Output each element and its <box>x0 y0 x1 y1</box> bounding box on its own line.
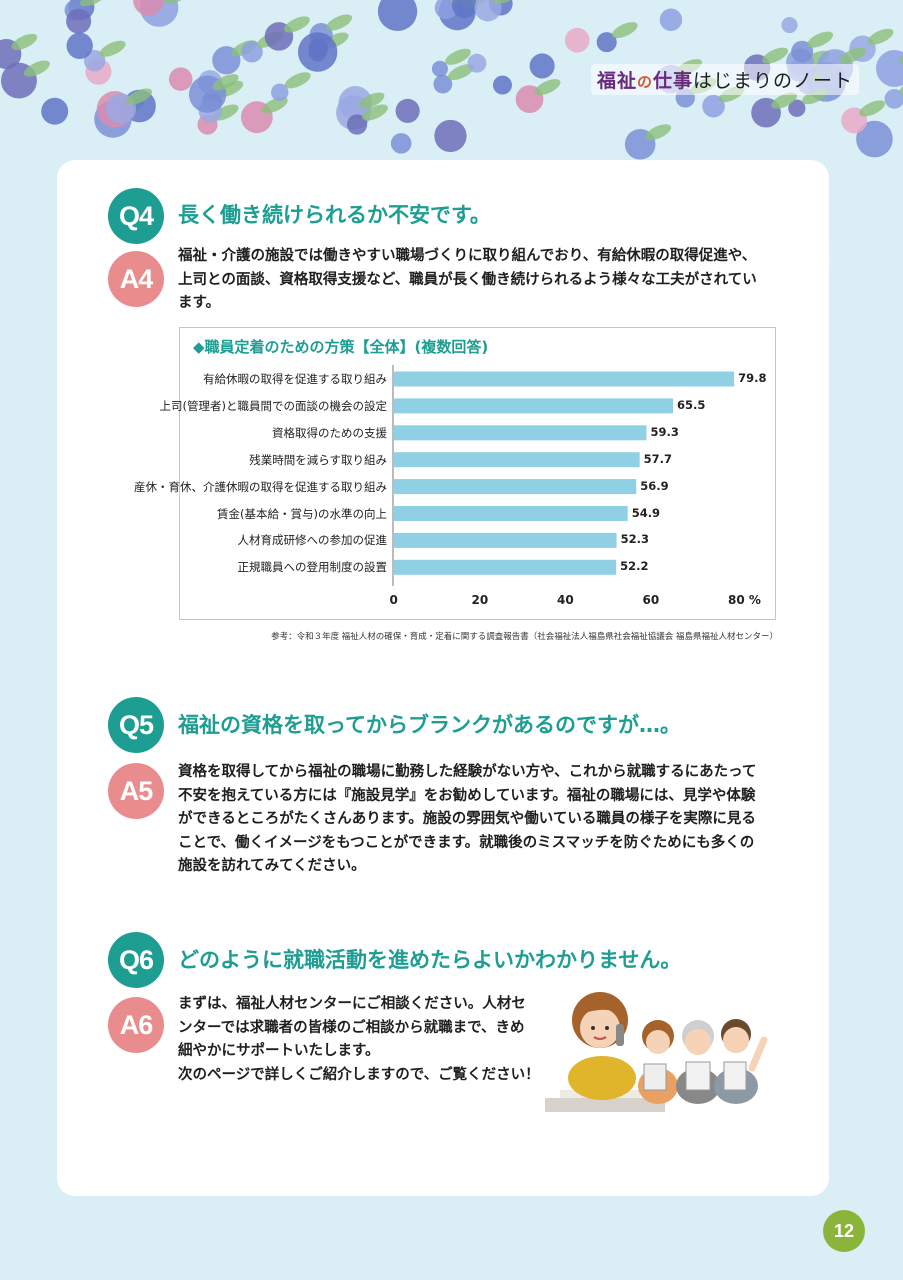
chart-value-label: 56.9 <box>640 478 669 493</box>
source-note: 参考：令和３年度 福祉人材の確保・育成・定着に関する調査報告書（社会福祉法人福島… <box>271 632 778 642</box>
a4-line: 福祉・介護の施設では働きやすい職場づくりに取り組んでおり、有給休暇の取得促進や、 <box>178 248 757 264</box>
chart-bar <box>393 506 628 521</box>
chart-category-label: 賃金(基本給・賞与)の水準の向上 <box>217 506 387 521</box>
a5-answer: 資格を取得してから福祉の職場に勤務した経験がない方や、これから就職するにあたって… <box>178 761 788 879</box>
a4-badge: A4 <box>108 251 164 307</box>
chart-value-label: 65.5 <box>677 397 706 412</box>
a5-line: 施設を訪れてみてください。 <box>178 858 366 874</box>
a6-badge: A6 <box>108 997 164 1053</box>
chart-category-label: 正規職員への登用制度の設置 <box>237 560 388 575</box>
chart-title: ◆職員定着のための方策【全体】(複数回答) <box>193 338 489 356</box>
chart-category-label: 残業時間を減らす取り組み <box>249 452 387 467</box>
series-title-part1: 福祉 <box>596 70 637 92</box>
a4-answer: 福祉・介護の施設では働きやすい職場づくりに取り組んでおり、有給休暇の取得促進や、… <box>178 245 788 316</box>
chart-category-label: 有給休暇の取得を促進する取り組み <box>203 372 387 386</box>
a5-line: ができるところがたくさんあります。施設の雰囲気や働いている職員の様子を実際に見る <box>178 811 756 827</box>
chart-category-label: 人材育成研修への参加の促進 <box>237 533 388 548</box>
series-title-part2: の <box>636 73 653 91</box>
chart-tick-label: 40 <box>557 593 574 607</box>
q5-badge: Q5 <box>108 697 164 753</box>
a4-line: ます。 <box>178 295 221 311</box>
q4-badge: Q4 <box>108 188 164 244</box>
a5-line: 資格を取得してから福祉の職場に勤務した経験がない方や、これから就職するにあたって <box>178 764 757 780</box>
chart-value-label: 54.9 <box>631 505 661 520</box>
chart-category-label: 資格取得のための支援 <box>272 425 387 440</box>
q5-question: 福祉の資格を取ってからブランクがあるのですが…。 <box>178 713 681 737</box>
chart-value-label: 52.3 <box>620 532 649 547</box>
chart-bar <box>393 479 637 495</box>
chart-tick-label: 0 <box>389 593 398 607</box>
series-title-part3: 仕事 <box>652 70 693 92</box>
chart-bar <box>393 532 617 548</box>
a4-line: 上司との面談、資格取得支援など、職員が長く働き続けられるよう様々な工夫がされてい <box>178 271 757 288</box>
page-number: 12 <box>823 1210 865 1252</box>
chart-category-label: 産休・育休、介護休暇の取得を促進する取り組み <box>134 479 387 494</box>
chart-value-label: 59.3 <box>650 424 679 439</box>
a6-line: ンターでは求職者の皆様のご相談から就職まで、きめ <box>178 1019 525 1036</box>
series-title-part4: はじまりのノート <box>692 70 853 92</box>
chart-value-label: 79.8 <box>738 371 767 385</box>
q6-badge: Q6 <box>108 932 164 988</box>
chart-bar <box>393 559 617 575</box>
chart-bar <box>393 371 735 387</box>
header-decoration: 福祉の仕事はじまりのノート <box>0 0 903 160</box>
series-title: 福祉の仕事はじまりのノート <box>590 64 859 95</box>
staff-illustration <box>545 992 768 1112</box>
a5-badge: A5 <box>108 763 164 819</box>
chart-tick-label: 60 <box>642 593 660 607</box>
bar-chart <box>392 365 735 586</box>
a6-answer: まずは、福祉人材センターにご相談ください。人材セ ンターでは求職者の皆様のご相談… <box>178 993 558 1087</box>
chart-bar <box>393 425 647 441</box>
chart-tick-label: 80 % <box>728 593 761 607</box>
a6-line: 次のページで詳しくご紹介しますので、ご覧ください！ <box>178 1066 540 1083</box>
a6-line: まずは、福祉人材センターにご相談ください。人材セ <box>178 996 526 1012</box>
chart-category-label: 上司(管理者)と職員間での面談の機会の設定 <box>159 398 387 413</box>
chart-bar <box>393 452 640 468</box>
chart-bar <box>393 398 674 414</box>
a5-line: ことで、働くイメージをもつことができます。就職後のミスマッチを防ぐためにも多くの <box>178 834 755 851</box>
q6-question: どのように就職活動を進めたらよいかわかりません。 <box>178 948 682 972</box>
q4-question: 長く働き続けられるか不安です。 <box>178 203 491 227</box>
chart-value-label: 52.2 <box>620 559 649 574</box>
a5-line: 不安を抱えている方には『施設見学』をお勧めしています。福祉の職場には、見学や体験 <box>178 787 756 804</box>
chart-tick-label: 20 <box>471 593 489 607</box>
chart-value-label: 57.7 <box>643 451 673 466</box>
a6-line: 細やかにサポートいたします。 <box>178 1043 380 1059</box>
